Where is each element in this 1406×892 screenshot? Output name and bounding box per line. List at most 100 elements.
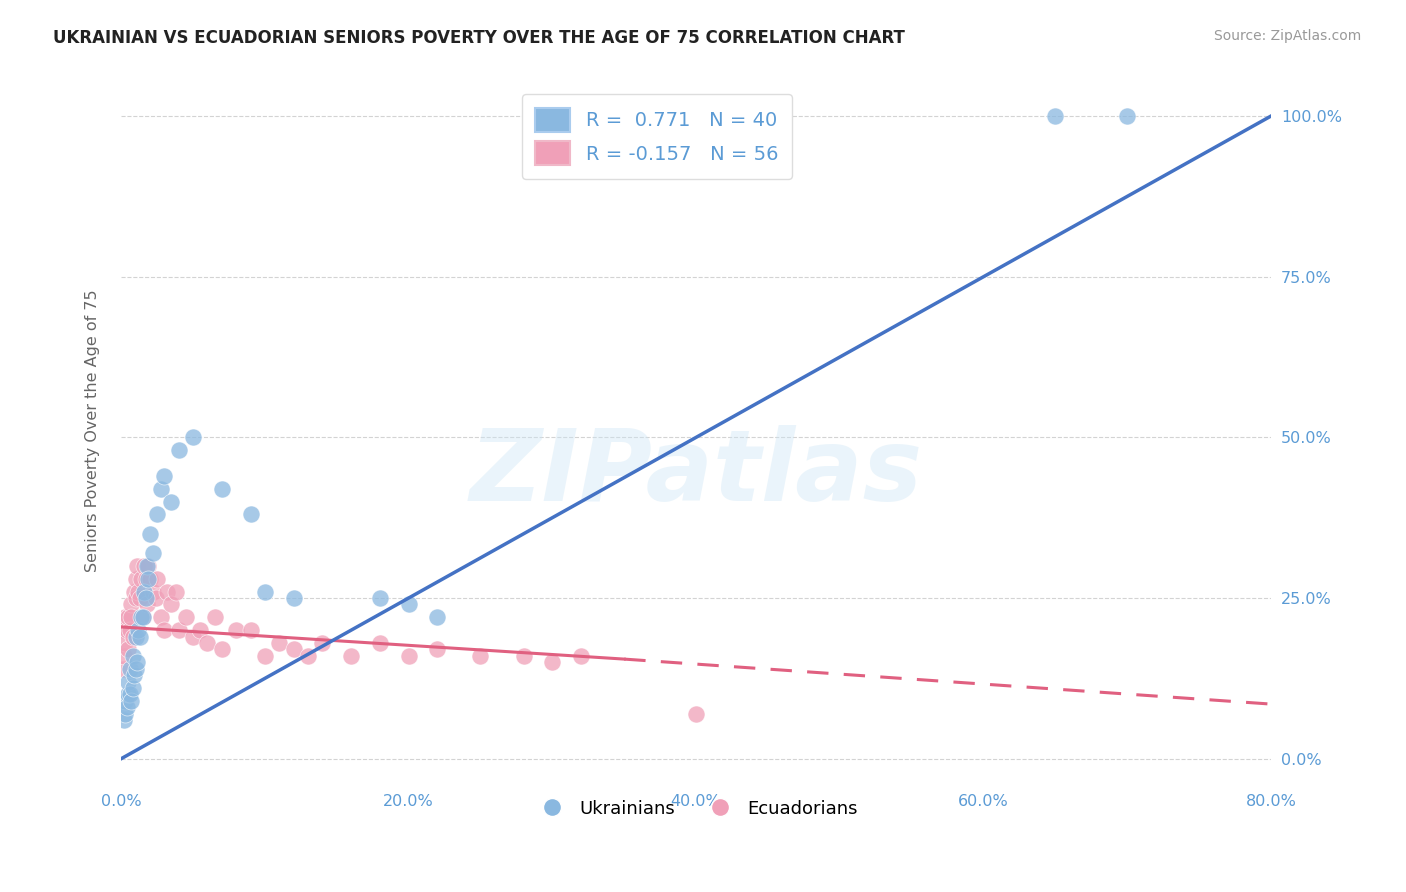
Point	[167, 443, 190, 458]
Point	[239, 508, 262, 522]
Point	[138, 572, 160, 586]
Point	[124, 662, 146, 676]
Point	[167, 623, 190, 637]
Point	[134, 584, 156, 599]
Point	[311, 636, 333, 650]
Point	[120, 598, 142, 612]
Point	[283, 591, 305, 605]
Point	[122, 584, 145, 599]
Point	[253, 584, 276, 599]
Point	[129, 610, 152, 624]
Point	[165, 584, 187, 599]
Point	[136, 558, 159, 573]
Point	[131, 610, 153, 624]
Point	[121, 681, 143, 695]
Point	[124, 630, 146, 644]
Point	[211, 482, 233, 496]
Point	[188, 623, 211, 637]
Point	[120, 694, 142, 708]
Point	[541, 656, 564, 670]
Point	[269, 636, 291, 650]
Point	[368, 636, 391, 650]
Point	[142, 584, 165, 599]
Point	[225, 623, 247, 637]
Point	[569, 648, 592, 663]
Point	[283, 642, 305, 657]
Point	[146, 572, 169, 586]
Point	[120, 610, 142, 624]
Point	[145, 591, 167, 605]
Point	[117, 642, 139, 657]
Legend: Ukrainians, Ecuadorians: Ukrainians, Ecuadorians	[527, 792, 865, 825]
Point	[150, 482, 173, 496]
Point	[181, 630, 204, 644]
Text: UKRAINIAN VS ECUADORIAN SENIORS POVERTY OVER THE AGE OF 75 CORRELATION CHART: UKRAINIAN VS ECUADORIAN SENIORS POVERTY …	[53, 29, 905, 46]
Point	[124, 591, 146, 605]
Point	[117, 674, 139, 689]
Point	[142, 546, 165, 560]
Text: Source: ZipAtlas.com: Source: ZipAtlas.com	[1213, 29, 1361, 43]
Point	[153, 469, 176, 483]
Point	[150, 610, 173, 624]
Point	[470, 648, 492, 663]
Point	[127, 584, 149, 599]
Point	[114, 694, 136, 708]
Point	[239, 623, 262, 637]
Point	[1116, 109, 1139, 123]
Point	[128, 630, 150, 644]
Point	[211, 642, 233, 657]
Point	[121, 648, 143, 663]
Point	[138, 558, 160, 573]
Point	[297, 648, 319, 663]
Point	[139, 572, 162, 586]
Point	[156, 584, 179, 599]
Point	[125, 558, 148, 573]
Point	[1045, 109, 1067, 123]
Point	[127, 623, 149, 637]
Point	[512, 648, 534, 663]
Point	[121, 630, 143, 644]
Point	[204, 610, 226, 624]
Point	[195, 636, 218, 650]
Point	[117, 610, 139, 624]
Point	[174, 610, 197, 624]
Point	[117, 688, 139, 702]
Y-axis label: Seniors Poverty Over the Age of 75: Seniors Poverty Over the Age of 75	[86, 290, 100, 573]
Point	[112, 623, 135, 637]
Point	[115, 700, 138, 714]
Point	[160, 494, 183, 508]
Point	[153, 623, 176, 637]
Point	[129, 572, 152, 586]
Point	[114, 610, 136, 624]
Point	[118, 623, 141, 637]
Point	[368, 591, 391, 605]
Text: ZIPatlas: ZIPatlas	[470, 425, 922, 522]
Point	[135, 591, 157, 605]
Point	[181, 430, 204, 444]
Point	[398, 648, 420, 663]
Point	[135, 572, 157, 586]
Point	[114, 636, 136, 650]
Point	[115, 623, 138, 637]
Point	[426, 642, 449, 657]
Point	[112, 713, 135, 727]
Point	[118, 688, 141, 702]
Point	[111, 662, 134, 676]
Point	[131, 610, 153, 624]
Point	[398, 598, 420, 612]
Point	[134, 558, 156, 573]
Point	[122, 668, 145, 682]
Point	[114, 706, 136, 721]
Point	[253, 648, 276, 663]
Point	[139, 526, 162, 541]
Point	[125, 656, 148, 670]
Point	[685, 706, 707, 721]
Point	[340, 648, 363, 663]
Point	[160, 598, 183, 612]
Point	[426, 610, 449, 624]
Point	[118, 662, 141, 676]
Point	[112, 648, 135, 663]
Point	[124, 572, 146, 586]
Point	[128, 591, 150, 605]
Point	[146, 508, 169, 522]
